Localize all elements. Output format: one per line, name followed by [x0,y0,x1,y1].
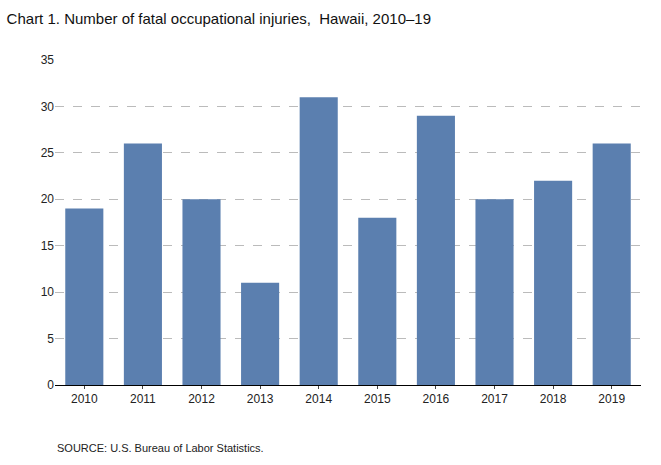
svg-text:2019: 2019 [598,392,625,406]
svg-text:2018: 2018 [540,392,567,406]
svg-text:25: 25 [41,146,55,160]
svg-text:2016: 2016 [423,392,450,406]
svg-text:35: 35 [41,53,55,67]
svg-text:15: 15 [41,239,55,253]
svg-text:Chart 1. Number of fatal occup: Chart 1. Number of fatal occupational in… [7,10,431,27]
svg-text:SOURCE: U.S. Bureau of Labor S: SOURCE: U.S. Bureau of Labor Statistics. [57,442,264,454]
svg-text:2015: 2015 [364,392,391,406]
svg-text:10: 10 [41,285,55,299]
svg-text:2011: 2011 [130,392,156,406]
svg-text:20: 20 [41,192,55,206]
svg-text:2017: 2017 [481,392,508,406]
svg-text:30: 30 [41,100,55,114]
svg-text:2010: 2010 [71,392,98,406]
svg-text:2014: 2014 [305,392,332,406]
svg-text:2013: 2013 [247,392,274,406]
svg-text:5: 5 [47,332,54,346]
svg-text:0: 0 [47,378,54,392]
svg-text:2012: 2012 [188,392,215,406]
